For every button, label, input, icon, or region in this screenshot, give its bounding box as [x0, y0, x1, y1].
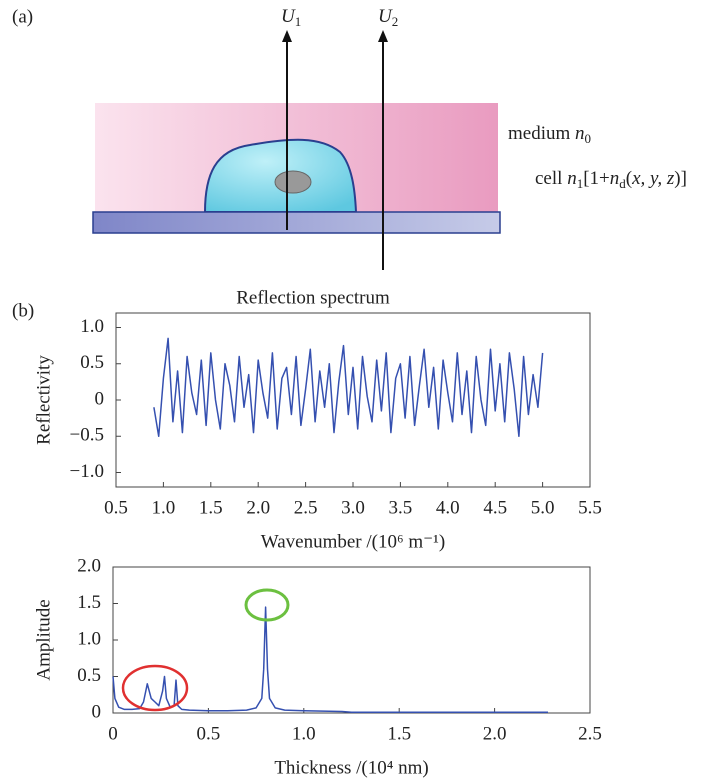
y-tick-label: 0.5	[80, 352, 104, 373]
x-tick-label: 4.0	[436, 497, 460, 518]
x-tick-label: 1.0	[152, 497, 176, 518]
label-part: )]	[674, 168, 687, 189]
highlight	[121, 664, 189, 712]
diagram: (a) (b) U1 U2 medium n0 cell n1[1+nd(x, …	[12, 6, 687, 321]
y-tick-label: 1.0	[80, 316, 104, 337]
arrow-head	[378, 30, 388, 42]
label-part: [1+	[583, 168, 610, 189]
x-axis-label: Wavenumber /(10⁶ m⁻¹)	[261, 531, 445, 552]
x-tick-label: 1.0	[292, 723, 316, 744]
y-tick-label: 2.0	[77, 555, 101, 576]
cell-label: cell n1[1+nd(x, y, z)]	[535, 168, 687, 191]
x-tick-label: 5.0	[531, 497, 555, 518]
highlight	[244, 588, 290, 622]
y-tick-label: 0	[92, 701, 102, 722]
label-part: n	[610, 168, 620, 189]
x-tick-label: 2.5	[294, 497, 318, 518]
data-line	[153, 337, 544, 438]
x-tick-label: 2.5	[578, 723, 602, 744]
label-part: 1	[295, 14, 302, 29]
label-part: x, y, z	[631, 168, 675, 189]
y-axis-label: Reflectivity	[33, 355, 54, 445]
label-part: n	[567, 168, 577, 189]
y-tick-label: −0.5	[70, 425, 104, 446]
x-tick-label: 0.5	[104, 497, 128, 518]
y-axis-label: Amplitude	[33, 599, 54, 680]
label-part: cell	[535, 168, 567, 189]
plot-frame	[112, 566, 591, 714]
y-tick-label: 0.5	[77, 665, 101, 686]
panel-label: (b)	[12, 300, 34, 321]
label-part: d	[619, 176, 626, 191]
label-part: 2	[392, 14, 399, 29]
y-tick-label: 1.0	[77, 628, 101, 649]
label-part: U	[378, 6, 393, 27]
data-line	[112, 606, 548, 714]
label-part: 1	[577, 176, 584, 191]
x-tick-label: 0.5	[197, 723, 221, 744]
x-tick-label: 1.5	[199, 497, 223, 518]
plot-frame	[115, 312, 591, 488]
x-tick-label: 0	[108, 723, 118, 744]
label-part: 0	[585, 131, 592, 146]
x-tick-label: 1.5	[387, 723, 411, 744]
substrate	[92, 211, 501, 234]
chart-title: Reflection spectrum	[236, 287, 390, 308]
x-tick-label: 4.5	[483, 497, 507, 518]
label-part: n	[575, 123, 585, 144]
medium-label: medium n0	[508, 123, 591, 146]
arrow-head	[282, 30, 292, 42]
x-axis-label: Thickness /(10⁴ nm)	[274, 757, 428, 778]
label-part: (	[626, 168, 632, 189]
label-part: medium	[508, 123, 575, 144]
nucleus	[274, 170, 312, 194]
label-part: U	[281, 6, 296, 27]
x-tick-label: 2.0	[246, 497, 270, 518]
beam-label: U2	[378, 6, 398, 29]
panel-label: (a)	[12, 6, 33, 27]
x-tick-label: 2.0	[483, 723, 507, 744]
x-tick-label: 3.5	[389, 497, 413, 518]
y-tick-label: 0	[95, 388, 105, 409]
y-tick-label: 1.5	[77, 592, 101, 613]
x-tick-label: 3.0	[341, 497, 365, 518]
x-tick-label: 5.5	[578, 497, 602, 518]
y-tick-label: −1.0	[70, 461, 104, 482]
beam-label: U1	[281, 6, 301, 29]
